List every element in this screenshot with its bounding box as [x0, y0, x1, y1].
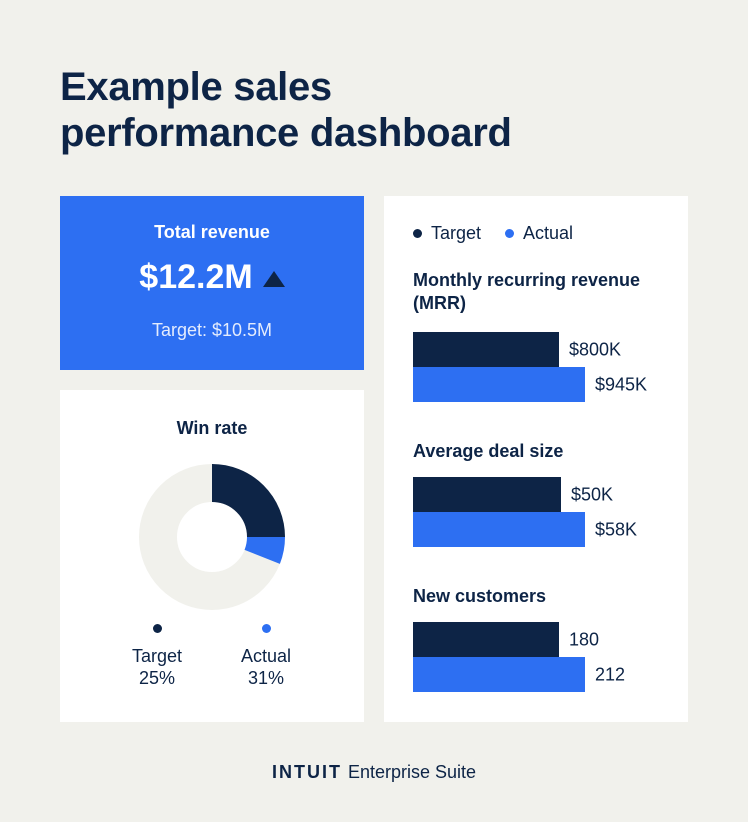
- win-rate-actual-label: Actual: [240, 646, 292, 666]
- legend-item-target: Target: [413, 223, 481, 244]
- win-rate-donut: [139, 464, 285, 610]
- total-revenue-target: Target: $10.5M: [151, 320, 273, 340]
- bar-actual: [413, 512, 585, 547]
- bar-label-target: $800K: [569, 340, 621, 360]
- actual-dot: [505, 229, 515, 238]
- legend-label-target: Target: [431, 223, 482, 243]
- total-revenue-card: Total revenue $12.2M Target: $10.5M: [60, 196, 364, 370]
- total-revenue-title: Total revenue: [154, 222, 270, 242]
- deal-size-bar-chart: $50K $58K: [413, 477, 637, 547]
- legend-label-actual: Actual: [523, 223, 574, 243]
- bar-target: [413, 477, 561, 512]
- footer-brand: INTUIT: [271, 762, 342, 782]
- bar-label-actual: 212: [595, 665, 625, 685]
- bar-label-actual: $945K: [595, 375, 647, 395]
- actual-dot: [261, 624, 271, 633]
- new-customers-title: New customers: [413, 586, 547, 606]
- new-customers-bar-chart: 180 212: [413, 622, 625, 692]
- footer-product: Enterprise Suite: [347, 762, 477, 782]
- bar-target: [413, 622, 559, 657]
- triangle-up-icon: [262, 270, 285, 287]
- bar-legend: Target Actual: [413, 223, 597, 244]
- win-rate-target-value: 25%: [138, 668, 176, 688]
- bar-label-actual: $58K: [595, 520, 637, 540]
- win-rate-target-item: Target 25%: [102, 624, 212, 689]
- bar-target: [413, 332, 559, 367]
- page-title-line1: Example sales: [60, 65, 332, 109]
- comparison-card: Target Actual Monthly recurring revenue …: [384, 196, 688, 722]
- page-title-line2: performance dashboard: [60, 111, 512, 155]
- target-dot: [413, 229, 422, 238]
- total-revenue-value: $12.2M: [139, 258, 253, 296]
- bar-actual: [413, 657, 585, 692]
- bar-label-target: $50K: [571, 485, 613, 505]
- mrr-title: Monthly recurring revenue (MRR): [413, 270, 641, 313]
- bar-label-target: 180: [569, 630, 599, 650]
- win-rate-actual-item: Actual 31%: [211, 624, 321, 689]
- legend-item-actual: Actual: [505, 223, 573, 244]
- page-title: Example sales performance dashboard: [60, 64, 700, 156]
- win-rate-actual-value: 31%: [247, 668, 285, 688]
- total-revenue-row: $12.2M: [60, 258, 364, 297]
- target-dot: [152, 624, 162, 633]
- mrr-bar-chart: $800K $945K: [413, 332, 647, 402]
- footer-logo: INTUIT Enterprise Suite: [0, 762, 748, 783]
- donut-segment-target: [211, 464, 285, 538]
- win-rate-target-label: Target: [131, 646, 183, 666]
- win-rate-card: Win rate Target 25% Actual 31%: [60, 390, 364, 722]
- win-rate-title: Win rate: [176, 418, 248, 438]
- deal-size-title: Average deal size: [413, 441, 564, 461]
- bar-actual: [413, 367, 585, 402]
- donut-segment-actual: [244, 536, 285, 564]
